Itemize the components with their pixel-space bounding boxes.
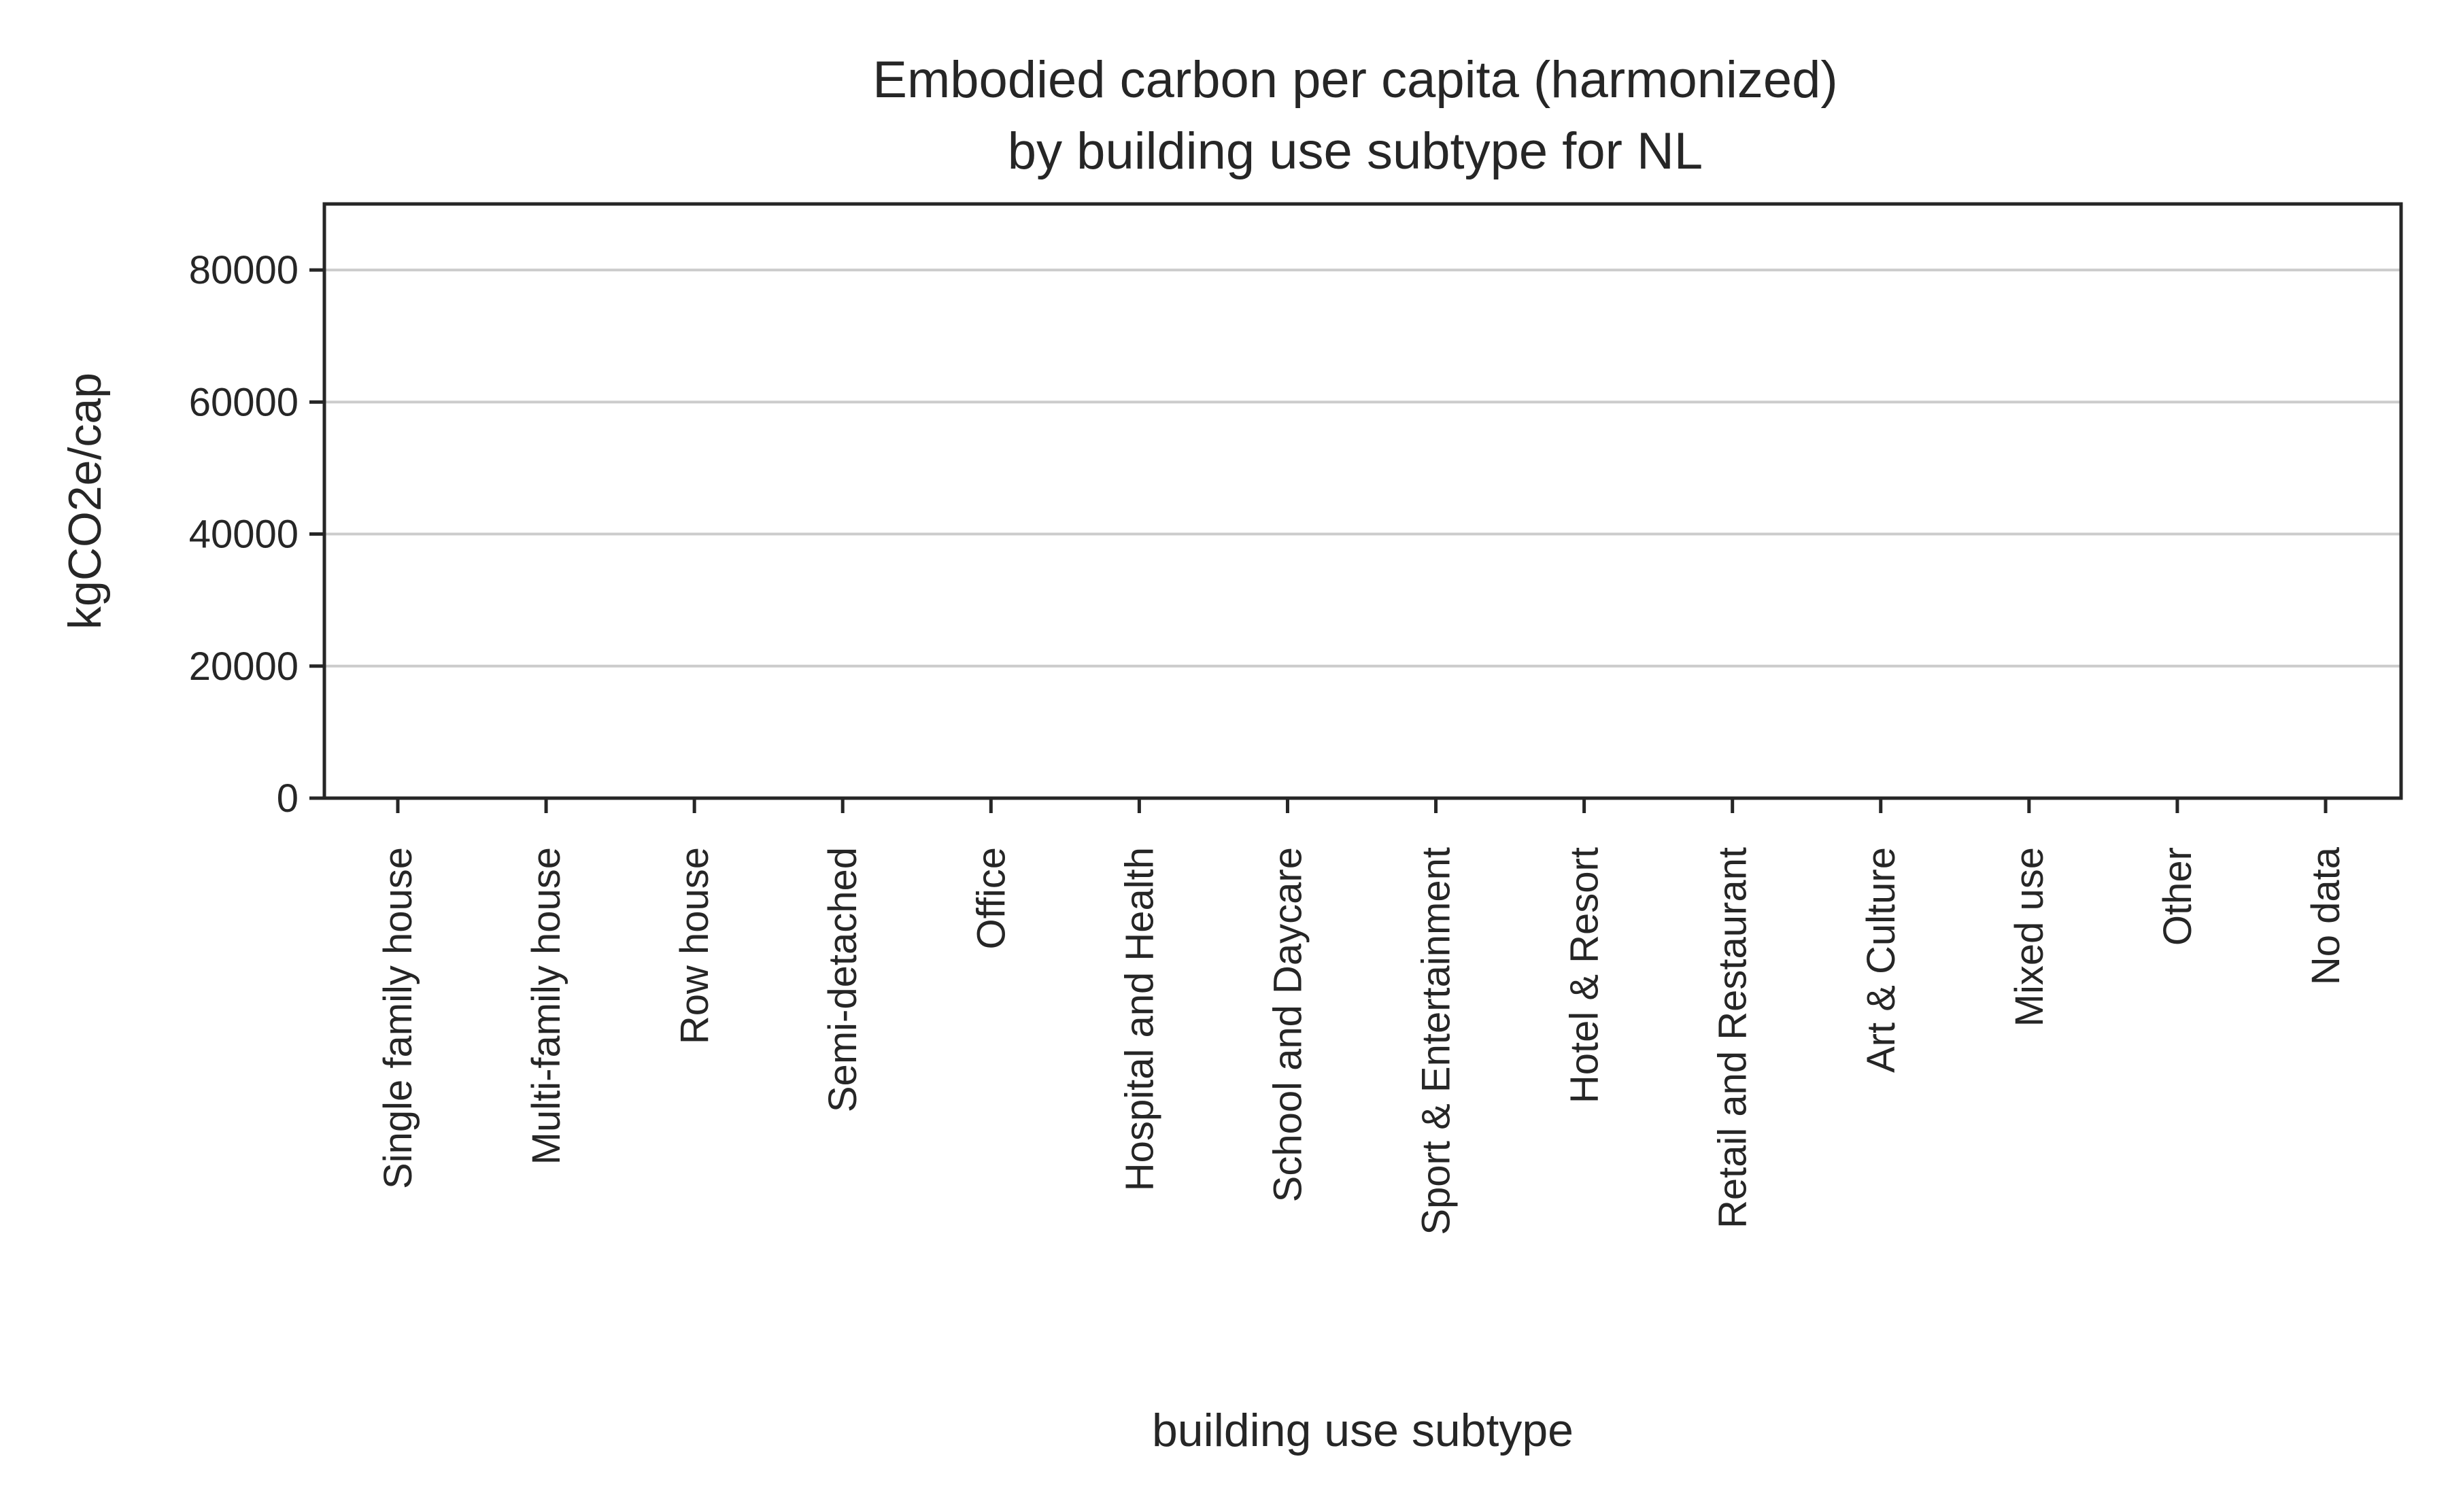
- x-tick-label: Office: [969, 847, 1013, 949]
- chart-title-line-2: by building use subtype for NL: [1008, 122, 1703, 180]
- x-tick-label: Hospital and Health: [1117, 847, 1161, 1191]
- plot-frame: [322, 202, 2403, 800]
- y-tick-label: 60000: [189, 380, 299, 424]
- chart-title-line-1: Embodied carbon per capita (harmonized): [872, 51, 1837, 109]
- x-tick-label: Art & Culture: [1859, 847, 1903, 1073]
- x-tick-label: Mixed use: [2007, 847, 2052, 1027]
- x-tick-label: Other: [2156, 847, 2200, 946]
- y-tick-label: 0: [277, 776, 299, 821]
- x-tick-label: Hotel & Resort: [1563, 847, 1607, 1103]
- x-tick-label: Single family house: [376, 847, 420, 1189]
- x-tick-label: Semi-detached: [821, 847, 865, 1112]
- gridlines: [324, 269, 2401, 668]
- y-axis-ticks: 0 20000 40000 60000 80000: [189, 248, 324, 821]
- x-axis-label: building use subtype: [1152, 1405, 1574, 1456]
- y-tick-label: 20000: [189, 645, 299, 689]
- x-axis-ticks: Single family house Multi-family house Row…: [376, 798, 2348, 1235]
- y-tick-label: 40000: [189, 513, 299, 557]
- x-tick-label: Row house: [673, 847, 717, 1044]
- y-axis-label: kgCO2e/cap: [59, 373, 111, 630]
- x-tick-label: Sport & Entertainment: [1414, 847, 1459, 1235]
- y-tick-label: 80000: [189, 248, 299, 292]
- x-tick-label: No data: [2304, 846, 2348, 985]
- x-tick-label: School and Daycare: [1265, 847, 1310, 1202]
- x-tick-label: Retail and Restaurant: [1711, 847, 1755, 1228]
- x-tick-label: Multi-family house: [524, 847, 568, 1165]
